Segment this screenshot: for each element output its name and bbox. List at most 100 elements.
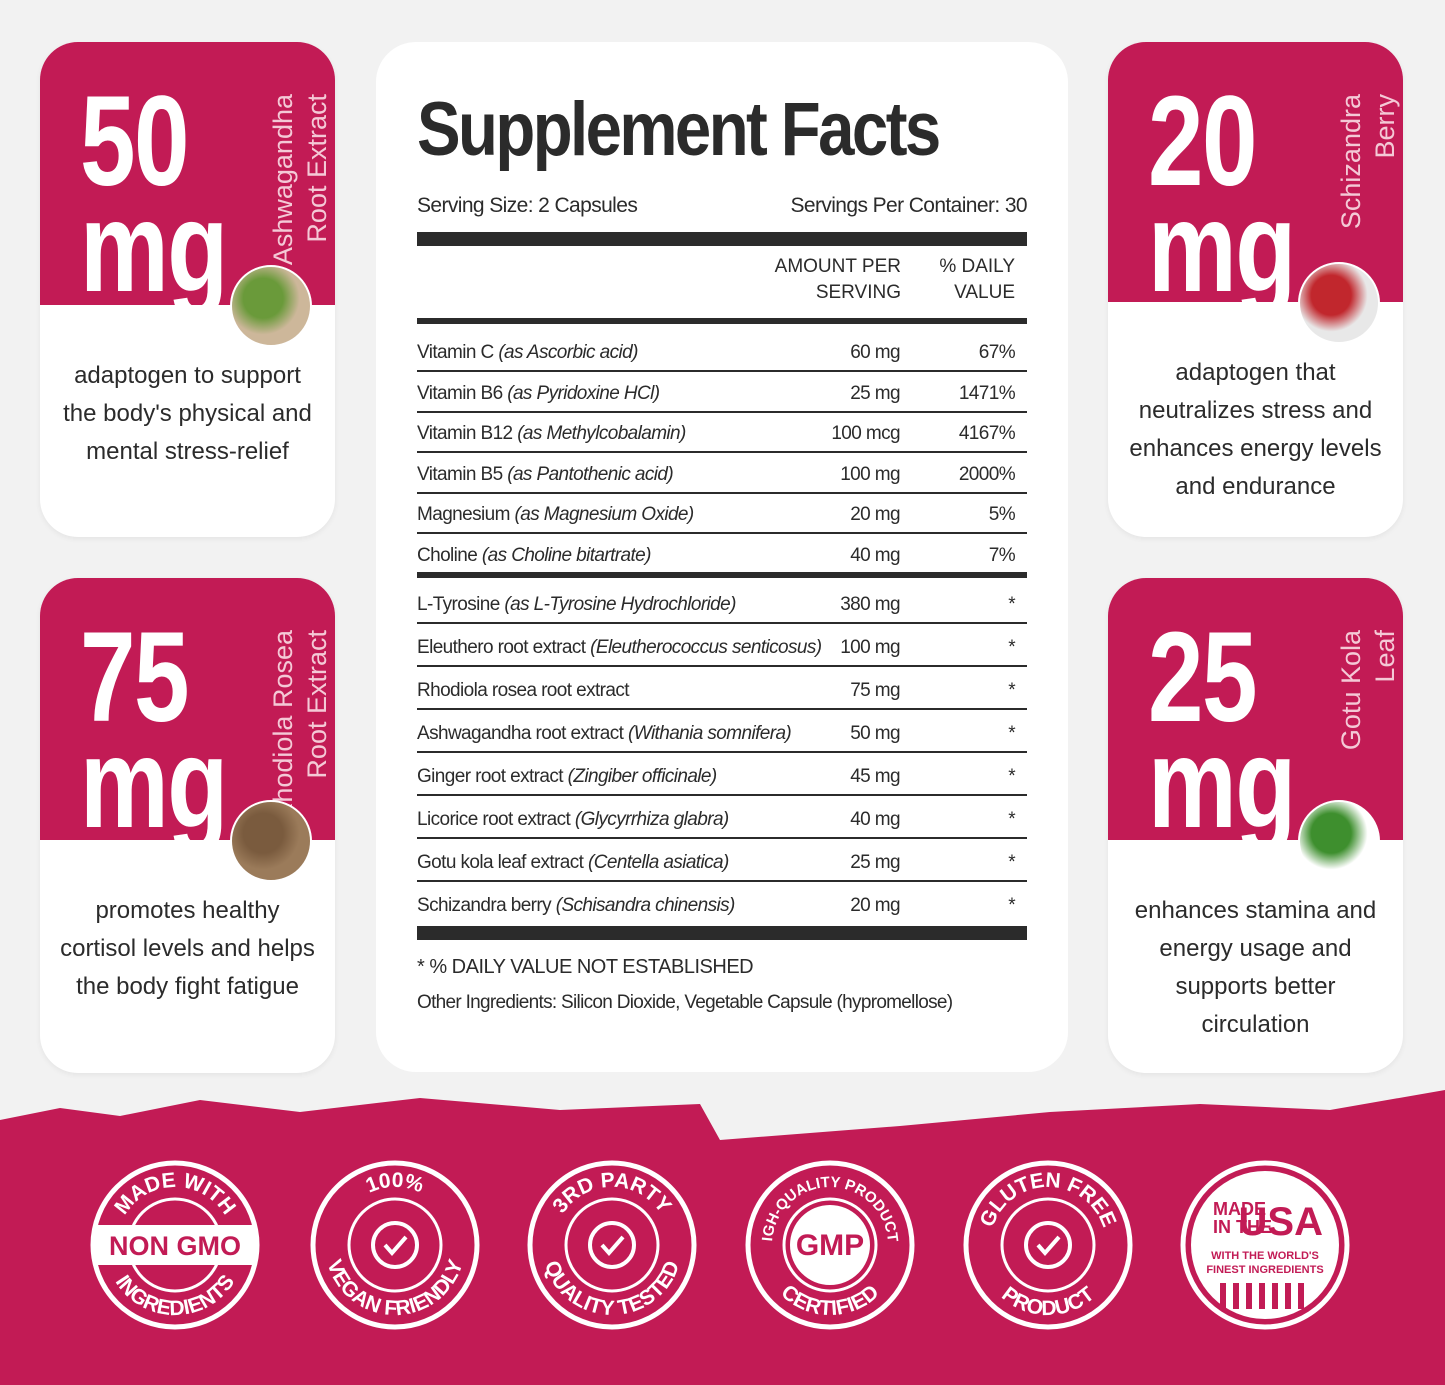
card-header (1108, 578, 1403, 840)
badge-ring (963, 1160, 1133, 1330)
header-line: VALUE (954, 282, 1015, 303)
daily-value: 5% (988, 504, 1016, 525)
nutrient-name: Gotu kola leaf extract (417, 852, 584, 873)
nutrient: Rhodiola rosea root extract (417, 680, 630, 702)
row-line (417, 370, 1027, 372)
nutrient-name: Ginger root extract (417, 766, 564, 787)
badge-icon (600, 1235, 625, 1257)
amount: 45 mg (850, 766, 900, 787)
servings-per-container: Servings Per Container: 30 (790, 194, 1027, 217)
amount: 40 mg (850, 544, 900, 566)
nutrient-name: Ashwagandha root extract (417, 723, 624, 744)
amount: 40 mg (850, 809, 900, 830)
nutrient: Licorice root extract (Glycyrrhiza glabr… (417, 809, 729, 831)
name-line: Berry (1370, 94, 1400, 159)
stripe (1259, 1283, 1265, 1309)
amount: 25 mg (850, 382, 900, 404)
badge-ring (527, 1160, 697, 1330)
nutrient-source: (Withania somnifera) (628, 723, 792, 744)
header-line: SERVING (815, 282, 901, 303)
card-header (1108, 42, 1403, 302)
row-line (417, 491, 1027, 494)
description: adaptogen to support the body's physical… (63, 362, 312, 465)
badge-inner (564, 1197, 660, 1293)
daily-value: 4167% (958, 423, 1016, 444)
badge-center: NON GMO (109, 1231, 241, 1261)
nutrient-source: (as Methylcobalamin) (517, 423, 686, 444)
nutrient: L-Tyrosine (as L-Tyrosine Hydrochloride) (417, 594, 736, 616)
badge-icon (1036, 1235, 1061, 1257)
footnote: * % DAILY VALUE NOT ESTABLISHED (417, 956, 754, 978)
nutrient-source: (Centella asiatica) (588, 852, 729, 873)
daily-value: 7% (988, 544, 1016, 566)
header-line: AMOUNT PER (774, 256, 901, 277)
nutrient: Ginger root extract (Zingiber officinale… (417, 766, 717, 788)
badge-ring (1180, 1160, 1350, 1330)
description: enhances stamina and energy usage and su… (1134, 897, 1377, 1038)
facts-row: Rhodiola rosea root extract 75 mg * (417, 668, 1027, 708)
nutrient-source: (Schisandra chinensis) (555, 895, 736, 916)
name-line: Leaf (1370, 630, 1400, 683)
daily-value: * (1008, 637, 1015, 658)
row-line (417, 622, 1027, 624)
amount: 60 mg (850, 342, 900, 363)
amount: 25 (1148, 606, 1257, 749)
description: promotes healthy cortisol levels and hel… (60, 897, 315, 1000)
name-line: Ashwagandha (268, 94, 298, 266)
amount: 25 mg (850, 852, 900, 873)
badge-inner (1000, 1197, 1096, 1293)
nutrient-name: Vitamin C (417, 342, 494, 363)
stripe (1298, 1283, 1304, 1309)
daily-value: * (1008, 895, 1015, 916)
other-ingredients: Other Ingredients: Silicon Dioxide, Vege… (417, 992, 953, 1013)
ingredient-card: 75 mg Rhodiola Rosea Root Extract promotes h… (40, 578, 335, 1073)
stripe (1246, 1283, 1252, 1309)
badge-usa: USA (1239, 1200, 1323, 1244)
badge-icon (383, 1235, 408, 1257)
daily-value: * (1008, 723, 1015, 744)
nutrient: Schizandra berry (Schisandra chinensis) (417, 895, 735, 917)
divider (417, 926, 1027, 940)
divider (417, 572, 1027, 578)
amount: 50 mg (850, 723, 900, 744)
nutrient: Vitamin B6 (as Pyridoxine HCl) (417, 382, 660, 405)
ingredient-image (230, 265, 312, 347)
stripe (1233, 1283, 1239, 1309)
amount: 100 mg (840, 463, 900, 485)
facts-row: Vitamin B12 (as Methylcobalamin) 100 mcg 4… (417, 411, 1027, 451)
facts-row: Vitamin B6 (as Pyridoxine HCl) 25 mg 1471% (417, 371, 1027, 411)
badge-center: GMP (796, 1229, 864, 1262)
card-header (40, 578, 335, 840)
ingredient-card: 25 mg Gotu Kola Leaf enhances stamina and en… (1108, 578, 1403, 1073)
badge-in-the: IN THE (1213, 1217, 1272, 1237)
amount: 75 (80, 606, 189, 749)
nutrient-source: (as Pyridoxine HCl) (507, 382, 660, 404)
daily-value: * (1008, 809, 1015, 830)
amount: 100 mcg (831, 423, 900, 444)
badge-fill (1191, 1171, 1339, 1319)
nutrient: Ashwagandha root extract (Withania somni… (417, 723, 792, 745)
unit: mg (1148, 176, 1296, 319)
badge-band (93, 1225, 257, 1265)
badge-icon (588, 1221, 636, 1269)
nutrient-source: (Eleutherococcus senticosus) (590, 637, 822, 658)
nutrient-source: (as Magnesium Oxide) (514, 504, 695, 525)
row-line (417, 794, 1027, 796)
nutrient-source: (Glycyrrhiza glabra) (574, 809, 729, 830)
badge-ring (310, 1160, 480, 1330)
facts-row: Licorice root extract (Glycyrrhiza glabr… (417, 797, 1027, 837)
ingredient-image (1298, 262, 1380, 344)
row-line (417, 751, 1027, 753)
amount: 20 mg (850, 504, 900, 525)
row-line (417, 410, 1027, 413)
amount: 20 mg (850, 895, 900, 916)
stripe (1272, 1283, 1278, 1309)
nutrient: Eleuthero root extract (Eleutherococcus … (417, 637, 822, 659)
amount: 100 mg (840, 637, 900, 658)
daily-value: * (1008, 766, 1015, 787)
facts-row: Vitamin C (as Ascorbic acid) 60 mg 67% (417, 330, 1027, 370)
daily-value: 1471% (958, 382, 1016, 404)
nutrient: Gotu kola leaf extract (Centella asiatic… (417, 852, 729, 874)
row-line (417, 665, 1027, 667)
card-header (40, 42, 335, 305)
